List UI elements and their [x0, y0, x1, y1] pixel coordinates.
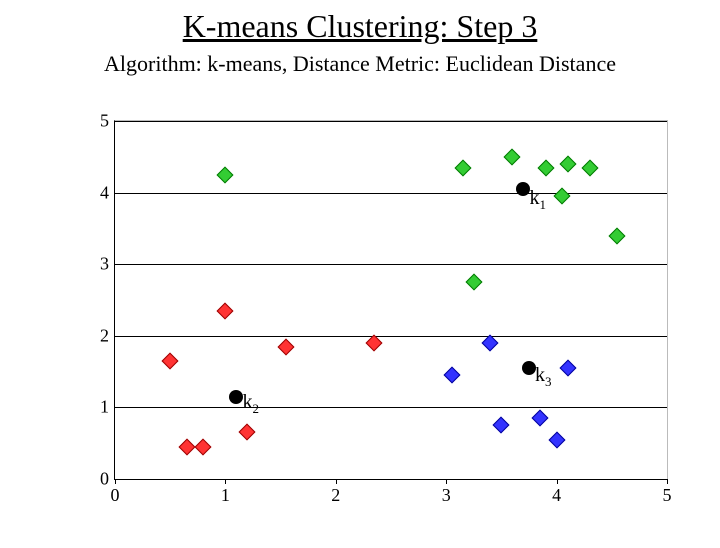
page-subtitle: Algorithm: k-means, Distance Metric: Euc… — [0, 51, 720, 77]
data-point-cluster3 — [559, 360, 576, 377]
y-tick-label: 0 — [100, 469, 109, 490]
gridline-y — [115, 264, 667, 265]
x-tick-label: 1 — [221, 485, 230, 506]
gridline-y — [115, 407, 667, 408]
data-point-cluster1 — [609, 227, 626, 244]
y-tick-label: 2 — [100, 325, 109, 346]
x-tick — [667, 479, 668, 484]
y-tick-label: 5 — [100, 111, 109, 132]
data-point-cluster2 — [239, 424, 256, 441]
centroid-label-k3: k3 — [535, 364, 552, 390]
gridline-y — [115, 193, 667, 194]
data-point-cluster1 — [554, 188, 571, 205]
data-point-cluster3 — [493, 417, 510, 434]
gridline-y — [115, 121, 667, 122]
data-point-cluster1 — [454, 159, 471, 176]
plot-area: 012345012345k1k2k3 — [114, 120, 668, 480]
x-tick — [225, 479, 226, 484]
centroid-label-k2: k2 — [242, 391, 259, 417]
data-point-cluster2 — [278, 338, 295, 355]
data-point-cluster2 — [178, 438, 195, 455]
centroid-k2 — [229, 390, 243, 404]
data-point-cluster3 — [532, 410, 549, 427]
data-point-cluster2 — [366, 334, 383, 351]
chart: 012345012345k1k2k3 — [114, 120, 666, 478]
data-point-cluster1 — [217, 166, 234, 183]
data-point-cluster1 — [537, 159, 554, 176]
data-point-cluster1 — [581, 159, 598, 176]
x-tick-label: 4 — [552, 485, 561, 506]
centroid-k1 — [516, 182, 530, 196]
y-tick-label: 1 — [100, 397, 109, 418]
data-point-cluster2 — [162, 352, 179, 369]
data-point-cluster1 — [465, 274, 482, 291]
data-point-cluster3 — [443, 367, 460, 384]
y-tick-label: 4 — [100, 182, 109, 203]
gridline-y — [115, 336, 667, 337]
x-tick — [336, 479, 337, 484]
page-title: K-means Clustering: Step 3 — [0, 8, 720, 45]
x-tick — [446, 479, 447, 484]
data-point-cluster2 — [195, 438, 212, 455]
data-point-cluster3 — [548, 431, 565, 448]
x-tick-label: 2 — [331, 485, 340, 506]
data-point-cluster2 — [217, 302, 234, 319]
centroid-k3 — [522, 361, 536, 375]
data-point-cluster1 — [559, 155, 576, 172]
data-point-cluster1 — [504, 148, 521, 165]
x-tick — [115, 479, 116, 484]
y-tick-label: 3 — [100, 254, 109, 275]
x-tick-label: 0 — [111, 485, 120, 506]
centroid-label-k1: k1 — [529, 187, 546, 213]
x-tick-label: 5 — [663, 485, 672, 506]
x-tick — [557, 479, 558, 484]
x-tick-label: 3 — [442, 485, 451, 506]
data-point-cluster3 — [482, 334, 499, 351]
